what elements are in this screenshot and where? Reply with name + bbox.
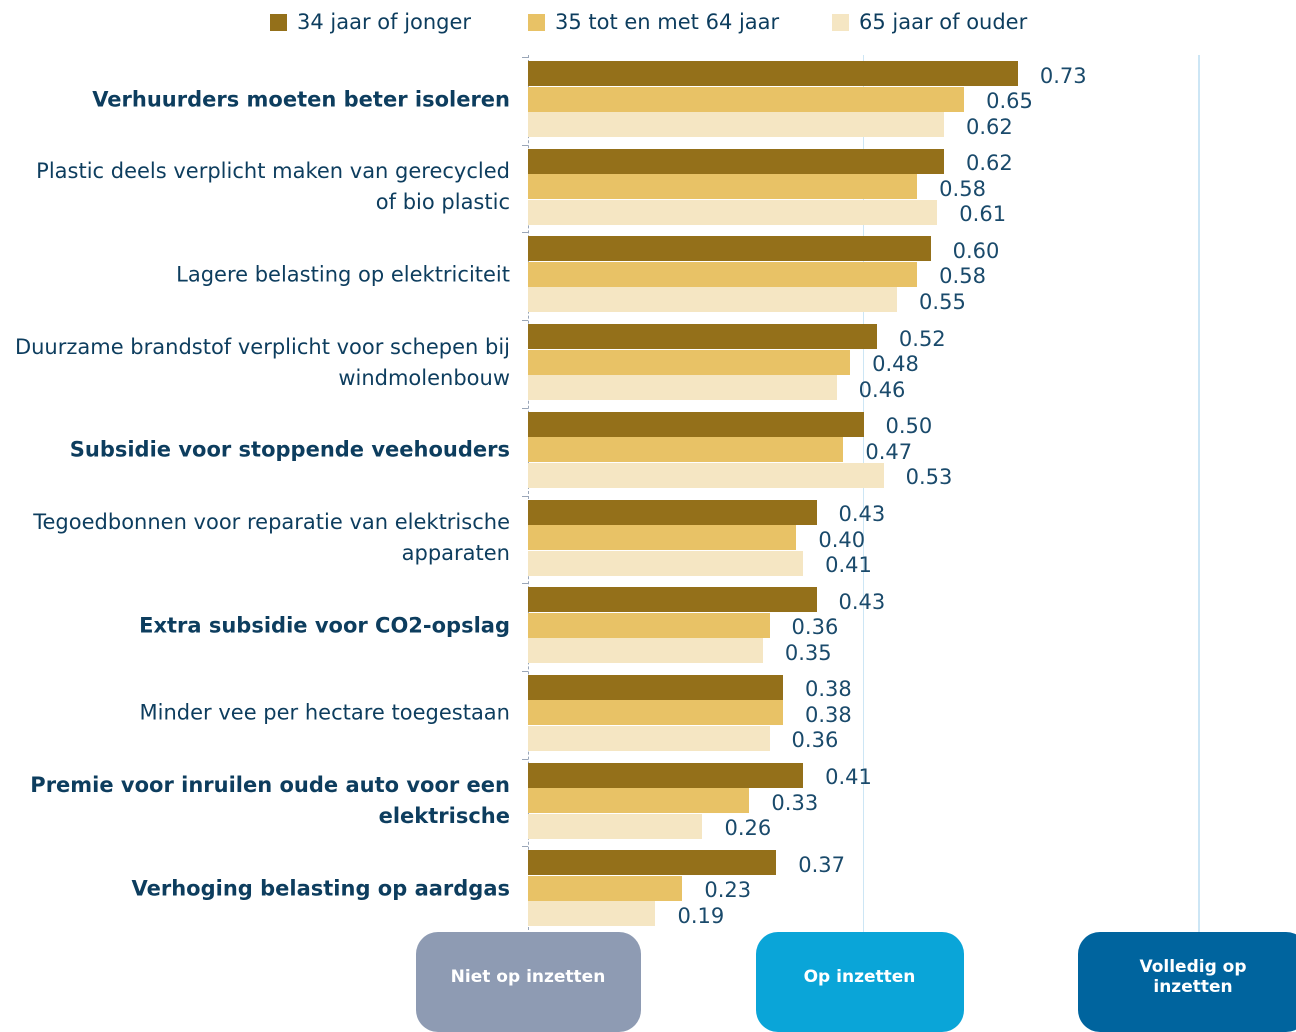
- value-label: 0.40: [818, 527, 866, 552]
- bar: [528, 525, 797, 550]
- tick: [522, 670, 528, 672]
- legend-item: 34 jaar of jonger: [270, 8, 471, 36]
- bar: [528, 86, 965, 112]
- value-label: 0.19: [677, 903, 725, 928]
- value-label: 0.43: [838, 589, 886, 614]
- value-label: 0.65: [986, 89, 1033, 113]
- tick: [522, 495, 528, 497]
- value-label: 0.58: [939, 264, 986, 289]
- value-label: 0.48: [872, 352, 919, 377]
- bar: [528, 813, 703, 839]
- tick: [522, 57, 528, 58]
- value-label: 0.41: [825, 765, 872, 790]
- bar: [528, 674, 783, 700]
- axis-line: [528, 55, 529, 935]
- category-label: Verhoging belasting op aardgas: [131, 876, 510, 901]
- bar: [528, 901, 656, 927]
- value-label: 0.37: [798, 852, 846, 877]
- value-label: 0.62: [966, 151, 1013, 176]
- bar: [528, 324, 877, 350]
- legend-swatch: [270, 13, 287, 31]
- grid-line: [862, 55, 864, 935]
- value-label: 0.38: [804, 677, 852, 702]
- value-label: 0.50: [885, 414, 933, 439]
- value-label: 0.58: [939, 176, 986, 201]
- legend-item: 65 jaar of ouder: [832, 8, 1027, 36]
- x-tick-label: Volledig op inzetten: [1139, 957, 1247, 997]
- tick: [522, 232, 528, 234]
- x-tick-box: Volledig op inzetten: [1078, 932, 1296, 1032]
- bar: [528, 261, 918, 287]
- bar: [528, 375, 837, 401]
- category-label: Premie voor inruilen oude auto voor een …: [30, 773, 510, 829]
- category-label: Subsidie voor stoppende veehouders: [69, 437, 510, 462]
- bar: [528, 612, 770, 638]
- x-tick-label: Niet op inzetten: [450, 967, 606, 987]
- category-label: Tegoedbonnen voor reparatie van elektris…: [33, 510, 510, 565]
- tick: [522, 320, 528, 322]
- value-label: 0.46: [858, 377, 906, 402]
- bar: [528, 112, 945, 137]
- bar: [528, 349, 851, 375]
- category-label: Lagere belasting op elektriciteit: [176, 262, 510, 287]
- tick: [522, 758, 528, 760]
- value-label: 0.61: [959, 202, 1007, 227]
- value-label: 0.36: [791, 728, 839, 753]
- value-label: 0.26: [724, 816, 772, 841]
- category-label: Minder vee per hectare toegestaan: [139, 700, 510, 725]
- tick: [522, 144, 528, 146]
- legend-item: 35 tot en met 64 jaar: [528, 8, 779, 36]
- legend-label: 65 jaar of ouder: [859, 10, 1028, 34]
- category-label: Extra subsidie voor CO2-opslag: [139, 613, 510, 638]
- bar: [528, 875, 683, 901]
- value-label: 0.60: [952, 238, 1000, 263]
- legend-label: 34 jaar of jonger: [297, 10, 472, 34]
- category-label: Verhuurders moeten beter isoleren: [92, 87, 510, 111]
- x-tick-label: Op inzetten: [803, 967, 916, 987]
- bar: [528, 725, 770, 751]
- bar: [528, 700, 783, 726]
- tick: [522, 407, 528, 409]
- bar: [528, 762, 804, 788]
- value-label: 0.36: [791, 615, 839, 640]
- value-label: 0.73: [1039, 63, 1087, 88]
- bar: [528, 287, 898, 313]
- bar: [528, 462, 884, 488]
- grid-line: [1198, 55, 1200, 935]
- legend-swatch: [528, 13, 545, 31]
- bar: [528, 411, 864, 437]
- x-tick-box: Op inzetten: [755, 932, 964, 1032]
- bar: [528, 638, 763, 664]
- category-label: Plastic deels verplicht maken van gerecy…: [36, 159, 510, 215]
- bar: [528, 61, 1018, 86]
- value-label: 0.55: [919, 289, 966, 314]
- x-tick-box: Niet op inzetten: [415, 932, 641, 1032]
- value-label: 0.43: [838, 502, 886, 526]
- bar: [528, 550, 804, 576]
- tick: [522, 846, 528, 848]
- value-label: 0.62: [966, 114, 1013, 139]
- value-label: 0.35: [784, 640, 832, 665]
- value-label: 0.47: [865, 439, 913, 464]
- bar: [528, 587, 817, 613]
- bar: [528, 236, 931, 262]
- bar: [528, 199, 938, 225]
- tick: [522, 583, 528, 585]
- bar: [528, 174, 918, 200]
- bar: [528, 499, 817, 525]
- category-label: Duurzame brandstof verplicht voor schepe…: [14, 334, 510, 390]
- value-label: 0.52: [898, 326, 946, 351]
- bar: [528, 148, 945, 174]
- value-label: 0.33: [771, 790, 819, 815]
- bar: [528, 788, 750, 814]
- legend-label: 35 tot en met 64 jaar: [555, 10, 780, 34]
- bar: [528, 850, 777, 876]
- value-label: 0.41: [825, 553, 872, 577]
- value-label: 0.38: [804, 702, 852, 727]
- value-label: 0.53: [905, 465, 953, 490]
- bar: [528, 437, 844, 463]
- value-label: 0.23: [704, 878, 752, 903]
- legend-swatch: [832, 13, 849, 31]
